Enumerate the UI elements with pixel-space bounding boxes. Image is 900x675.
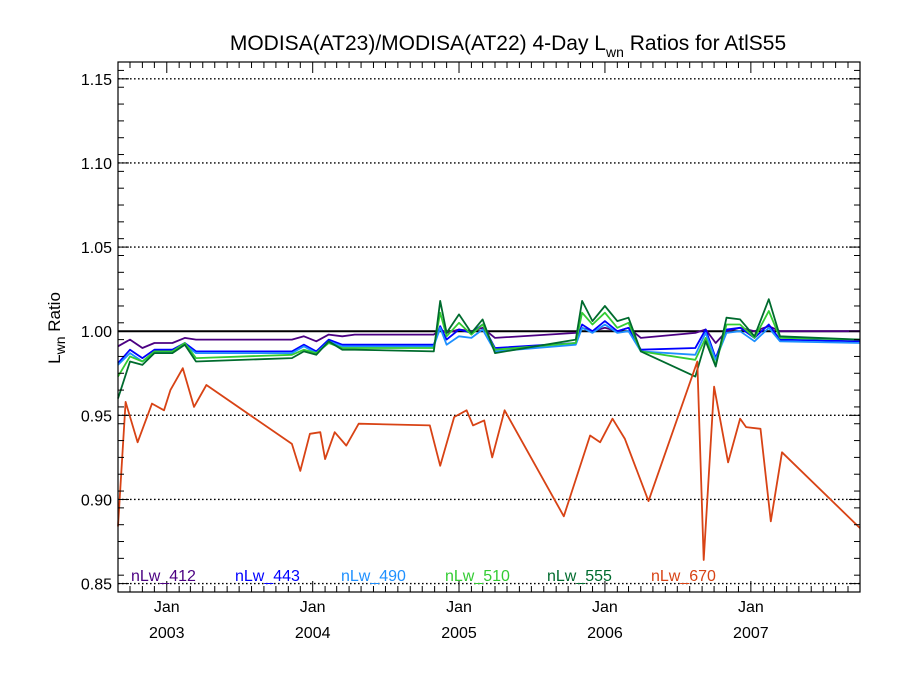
y-axis-label-main: L	[45, 354, 64, 363]
legend-item-nLw_412: nLw_412	[131, 568, 196, 585]
x-tick-label-month: Jan	[300, 599, 326, 616]
series-line-nLw_555	[117, 298, 861, 399]
y-axis-label-suffix: Ratio	[45, 292, 64, 336]
legend-item-nLw_670: nLw_670	[651, 568, 716, 585]
chart-title: MODISA(AT23)/MODISA(AT22) 4-Day Lwn Rati…	[230, 32, 786, 60]
x-tick-label-month: Jan	[592, 599, 618, 616]
y-tick-label: 1.10	[81, 156, 112, 173]
x-tick-label-month: Jan	[446, 599, 472, 616]
tick-labels-layer: 0.85 0.90 0.95 1.00 1.05 1.10 1.15 Jan 2003 Jan 20…	[81, 72, 769, 642]
x-tick-label-year: 2006	[587, 625, 623, 642]
y-tick-label: 0.90	[81, 492, 112, 509]
legend-item-nLw_490: nLw_490	[341, 568, 406, 585]
y-axis-label-subscript: wn	[52, 337, 68, 356]
legend-item-nLw_555: nLw_555	[547, 568, 612, 585]
series-layer	[117, 298, 861, 561]
x-tick-label-month: Jan	[154, 599, 180, 616]
series-line-nLw_510	[117, 310, 861, 378]
legend-item-nLw_510: nLw_510	[445, 568, 510, 585]
y-tick-label: 0.85	[81, 577, 112, 594]
y-tick-label: 1.05	[81, 240, 112, 257]
axes-layer	[117, 61, 861, 593]
chart-title-prefix: MODISA(AT23)/MODISA(AT22) 4-Day L	[230, 32, 606, 55]
x-tick-label-year: 2007	[733, 625, 769, 642]
x-tick-label-year: 2004	[295, 625, 331, 642]
x-tick-label-month: Jan	[738, 599, 764, 616]
x-tick-label-year: 2005	[441, 625, 477, 642]
plot-frame	[117, 61, 861, 593]
legend-item-nLw_443: nLw_443	[235, 568, 300, 585]
series-line-nLw_670	[117, 360, 861, 561]
y-tick-label: 1.00	[81, 324, 112, 341]
x-tick-label-year: 2003	[149, 625, 185, 642]
chart-title-subscript: wn	[605, 44, 624, 60]
y-tick-label: 0.95	[81, 408, 112, 425]
legend: nLw_412 nLw_443 nLw_490 nLw_510 nLw_555 nLw_6…	[131, 568, 716, 585]
chart-title-suffix: Ratios for AtlS55	[624, 32, 786, 55]
y-tick-label: 1.15	[81, 72, 112, 89]
y-axis-label: Lwn Ratio	[45, 292, 68, 364]
